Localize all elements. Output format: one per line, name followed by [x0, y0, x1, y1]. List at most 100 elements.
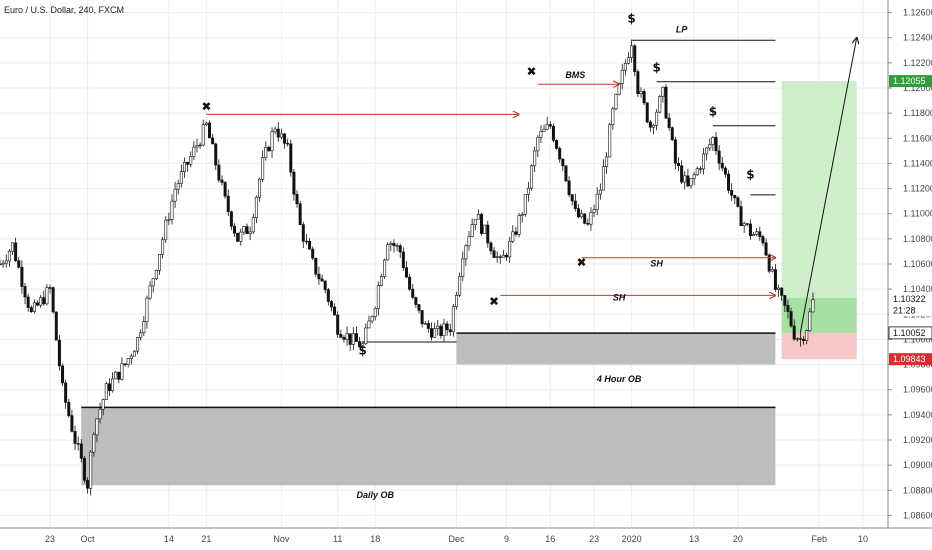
- candle-body: [677, 162, 681, 167]
- candle-body: [698, 168, 702, 170]
- candle-body: [517, 215, 521, 235]
- candle-body: [0, 263, 2, 266]
- candle-body: [314, 257, 318, 275]
- candle-body: [370, 316, 374, 322]
- candle-body: [264, 146, 268, 158]
- candle-body: [323, 280, 327, 291]
- y-tick-label: 1.09000: [903, 460, 932, 470]
- y-tick-label: 1.11600: [903, 133, 932, 143]
- candle-body: [651, 125, 655, 128]
- candle-body: [220, 179, 224, 183]
- candle-body: [764, 242, 768, 256]
- candle-body: [89, 451, 93, 489]
- candle-body: [79, 443, 83, 459]
- candle-body: [351, 333, 355, 345]
- candle-body: [445, 323, 449, 331]
- x-tick-label: 23: [45, 534, 55, 544]
- candle-body: [573, 200, 577, 209]
- candle-body: [242, 226, 246, 233]
- candle-body: [167, 219, 171, 221]
- candle-body: [673, 139, 677, 164]
- candle-body: [92, 434, 96, 453]
- annotation-daily-ob: Daily OB: [356, 490, 394, 500]
- candle-body: [132, 350, 136, 357]
- y-tick-label: 1.10800: [903, 234, 932, 244]
- candle-body: [592, 209, 596, 213]
- candle-body: [104, 383, 108, 400]
- candle-body: [229, 211, 233, 227]
- candle-body: [214, 143, 218, 166]
- x-tick-label: Dec: [448, 534, 465, 544]
- candle-body: [739, 206, 743, 227]
- candle-body: [95, 418, 99, 436]
- candle-body: [426, 323, 430, 329]
- candle-body: [755, 231, 759, 235]
- candle-body: [570, 194, 574, 202]
- x-tick-label: 16: [545, 534, 555, 544]
- candle-body: [686, 175, 690, 187]
- level-lines: [362, 39, 776, 343]
- daily-ob-zone: [81, 407, 776, 486]
- candle-body: [586, 223, 590, 225]
- x-tick-label: Feb: [811, 534, 827, 544]
- candle-body: [798, 338, 802, 340]
- projection-arrow: [799, 38, 856, 332]
- candle-body: [273, 128, 277, 133]
- x-axis: 23 Oct 14 21 Nov 11 18 Dec 9 16 23 2020 13 20 Feb 10: [0, 527, 932, 544]
- candle-body: [695, 168, 699, 176]
- candle-body: [20, 266, 24, 287]
- y-tick-label: 1.12000: [903, 83, 932, 93]
- candle-body: [98, 408, 102, 420]
- candle-body: [633, 45, 637, 72]
- candle-body: [51, 287, 55, 313]
- candle-body: [1, 262, 5, 265]
- candle-body: [542, 128, 546, 132]
- candle-body: [551, 125, 555, 141]
- candle-body: [11, 242, 15, 252]
- candle-body: [567, 180, 571, 195]
- candle-body: [736, 197, 740, 207]
- annotations: LP BMS SH SH 4 Hour OB Daily OB $ $ $ $ $ ✖ ✖ ✖ ✖: [201, 12, 754, 500]
- candle-body: [548, 124, 552, 127]
- zones: [81, 81, 857, 486]
- candle-body: [714, 136, 718, 152]
- annotation-lp: LP: [676, 25, 688, 35]
- sl-badge-bg: [889, 353, 932, 366]
- candle-body: [495, 256, 499, 258]
- candle-body: [467, 236, 471, 247]
- y-tick-label: 1.10000: [903, 334, 932, 344]
- candle-body: [805, 330, 809, 341]
- candle-body: [136, 337, 140, 352]
- candle-body: [367, 320, 371, 329]
- candle-body: [329, 301, 333, 308]
- y-tick-label: 1.11800: [903, 108, 932, 118]
- candle-body: [717, 150, 721, 164]
- candle-body: [595, 193, 599, 210]
- candle-body: [733, 195, 737, 199]
- candle-body: [783, 295, 787, 306]
- candle-body: [114, 371, 118, 380]
- liquidity-marker: $: [627, 12, 635, 26]
- candle-body: [164, 219, 168, 241]
- candle-body: [151, 278, 155, 287]
- candle-body: [773, 269, 777, 290]
- candle-body: [630, 45, 634, 58]
- candle-body: [148, 285, 152, 299]
- x-tick-label: 10: [858, 534, 868, 544]
- candle-body: [526, 187, 530, 195]
- tp-badge-bg: [889, 75, 932, 88]
- candle-body: [192, 146, 196, 157]
- candle-body: [561, 158, 565, 167]
- x-tick-label: Oct: [81, 534, 96, 544]
- candle-body: [692, 174, 696, 179]
- annotation-four-hour-ob: 4 Hour OB: [596, 374, 642, 384]
- candle-body: [248, 231, 252, 234]
- candle-body: [236, 232, 240, 242]
- candle-body: [617, 83, 621, 95]
- candle-body: [301, 224, 305, 242]
- candle-body: [239, 231, 243, 242]
- candle-body: [120, 363, 124, 380]
- candle-body: [233, 225, 237, 234]
- candle-body: [420, 310, 424, 325]
- candle-body: [795, 338, 799, 340]
